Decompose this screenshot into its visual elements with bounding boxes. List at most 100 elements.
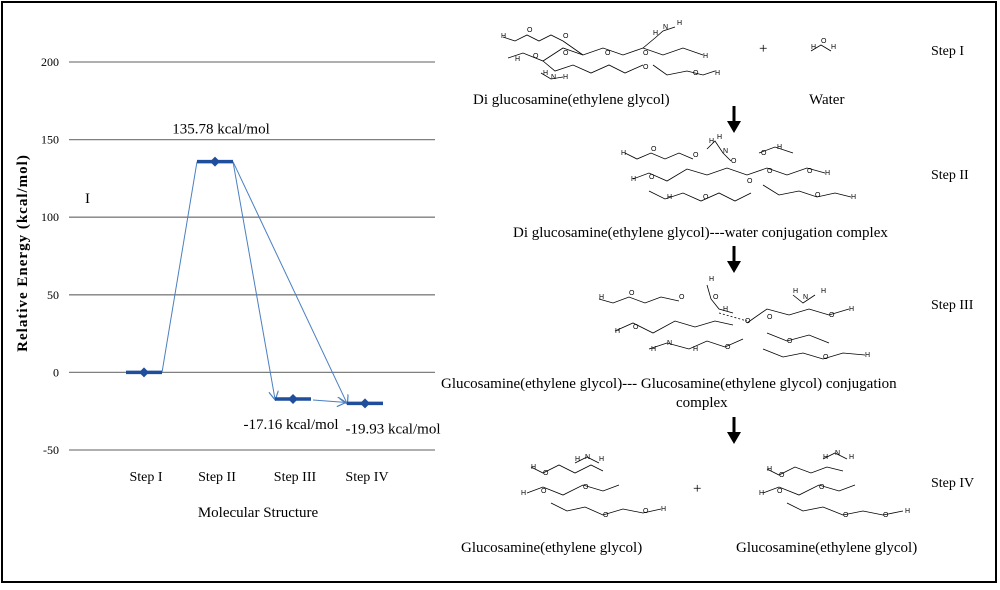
x-axis-title: Molecular Structure bbox=[198, 505, 319, 521]
atom-label: H bbox=[631, 176, 636, 183]
conjugation-complex-structure-2 bbox=[598, 284, 866, 360]
atom-label: N bbox=[803, 294, 808, 301]
atom-label: O bbox=[649, 174, 655, 181]
atom-label: H bbox=[821, 288, 826, 295]
plus-sign-2: + bbox=[693, 481, 701, 497]
atom-label: H bbox=[563, 74, 568, 81]
atom-label: H bbox=[651, 346, 656, 353]
data-labels: 135.78 kcal/mol -17.16 kcal/mol -19.93 kca… bbox=[172, 122, 440, 438]
atom-label: H bbox=[621, 150, 626, 157]
atom-label: H bbox=[703, 53, 708, 60]
caption-conjugation-complex: Glucosamine(ethylene glycol)--- Glucosam… bbox=[441, 376, 897, 392]
atom-label: H bbox=[667, 194, 672, 201]
energy-level-marker-4 bbox=[360, 398, 370, 409]
atom-label: O bbox=[807, 168, 813, 175]
annotation-mark: I bbox=[85, 191, 90, 207]
water-structure bbox=[810, 44, 832, 52]
energy-levels bbox=[126, 156, 383, 409]
energy-level-marker-1 bbox=[139, 367, 149, 378]
step-arrow-3 bbox=[727, 417, 741, 444]
atom-label: O bbox=[679, 294, 685, 301]
energy-level-marker-3 bbox=[288, 394, 298, 405]
caption-complex: complex bbox=[676, 395, 728, 411]
atom-label: O bbox=[731, 158, 737, 165]
step-arrow-2 bbox=[727, 246, 741, 273]
step-arrow-1 bbox=[727, 106, 741, 133]
atom-label: O bbox=[829, 312, 835, 319]
atom-label: N bbox=[723, 148, 728, 155]
atom-label: O bbox=[693, 152, 699, 159]
atom-label: O bbox=[541, 488, 547, 495]
energy-level-marker-2 bbox=[210, 156, 220, 167]
transition-connectors bbox=[161, 161, 347, 404]
atom-label: H bbox=[717, 134, 722, 141]
atom-label: H bbox=[599, 294, 604, 301]
caption-glucosamine-right: Glucosamine(ethylene glycol) bbox=[736, 540, 917, 556]
atom-label: O bbox=[563, 33, 569, 40]
step-label-3: Step III bbox=[931, 298, 974, 313]
gridlines bbox=[69, 61, 435, 451]
connector-step1-step2 bbox=[161, 161, 198, 373]
atom-label: O bbox=[563, 50, 569, 57]
atom-label: O bbox=[643, 508, 649, 515]
caption-di-glucosamine: Di glucosamine(ethylene glycol) bbox=[473, 92, 670, 108]
atom-label: O bbox=[823, 354, 829, 361]
atom-label: H bbox=[693, 346, 698, 353]
atom-label: H bbox=[653, 30, 658, 37]
atom-label: H bbox=[905, 508, 910, 515]
y-tick-label-3: 100 bbox=[41, 210, 59, 224]
atom-label: H bbox=[531, 464, 536, 471]
atom-label: H bbox=[811, 44, 816, 51]
atom-label: H bbox=[615, 328, 620, 335]
atom-label: H bbox=[521, 490, 526, 497]
atom-label: O bbox=[777, 488, 783, 495]
atom-label: H bbox=[709, 276, 714, 283]
atom-label: O bbox=[779, 472, 785, 479]
connector-step2-step3 bbox=[232, 161, 275, 399]
atom-label: H bbox=[709, 138, 714, 145]
atom-label: O bbox=[703, 194, 709, 201]
atom-label: H bbox=[723, 306, 728, 313]
y-tick-label-4: 150 bbox=[41, 133, 59, 147]
glucosamine-structure-left bbox=[526, 456, 662, 516]
atom-label: H bbox=[849, 454, 854, 461]
atom-label: N bbox=[663, 24, 668, 31]
atom-label: H bbox=[767, 466, 772, 473]
atom-label: O bbox=[745, 318, 751, 325]
atom-label: N bbox=[551, 74, 556, 81]
atom-label: H bbox=[831, 44, 836, 51]
atom-label: O bbox=[643, 64, 649, 71]
atom-label: H bbox=[661, 506, 666, 513]
atom-label: O bbox=[533, 53, 539, 60]
atom-label: H bbox=[575, 456, 580, 463]
atom-label: O bbox=[629, 290, 635, 297]
atom-label: O bbox=[883, 512, 889, 519]
atom-label: H bbox=[793, 288, 798, 295]
atom-label: O bbox=[543, 470, 549, 477]
data-label-step-4: -19.93 kcal/mol bbox=[346, 421, 441, 437]
atom-label: H bbox=[759, 490, 764, 497]
atom-label: O bbox=[767, 168, 773, 175]
step-label-4: Step IV bbox=[931, 476, 974, 491]
atom-label: O bbox=[633, 324, 639, 331]
x-tick-labels: Step I Step II Step III Step IV bbox=[129, 470, 388, 485]
plus-sign-1: + bbox=[759, 41, 767, 57]
atom-label: H bbox=[501, 33, 506, 40]
atom-label: H bbox=[543, 70, 548, 77]
data-label-step-2: 135.78 kcal/mol bbox=[172, 122, 270, 138]
scheme-text: Di glucosamine(ethylene glycol) Water + … bbox=[441, 41, 974, 556]
glucosamine-structure-right bbox=[762, 452, 904, 516]
atom-label: O bbox=[819, 484, 825, 491]
atom-label: H bbox=[823, 454, 828, 461]
di-glucosamine-structure bbox=[502, 26, 716, 80]
y-tick-labels: -50 0 50 100 150 200 bbox=[41, 55, 59, 457]
x-tick-label-1: Step I bbox=[129, 470, 162, 485]
y-tick-label-2: 50 bbox=[47, 288, 59, 302]
x-tick-label-3: Step III bbox=[274, 470, 317, 485]
atom-label: O bbox=[787, 338, 793, 345]
atom-label: N bbox=[585, 454, 590, 461]
atom-label: H bbox=[777, 144, 782, 151]
connector-step2-step4 bbox=[232, 161, 347, 404]
